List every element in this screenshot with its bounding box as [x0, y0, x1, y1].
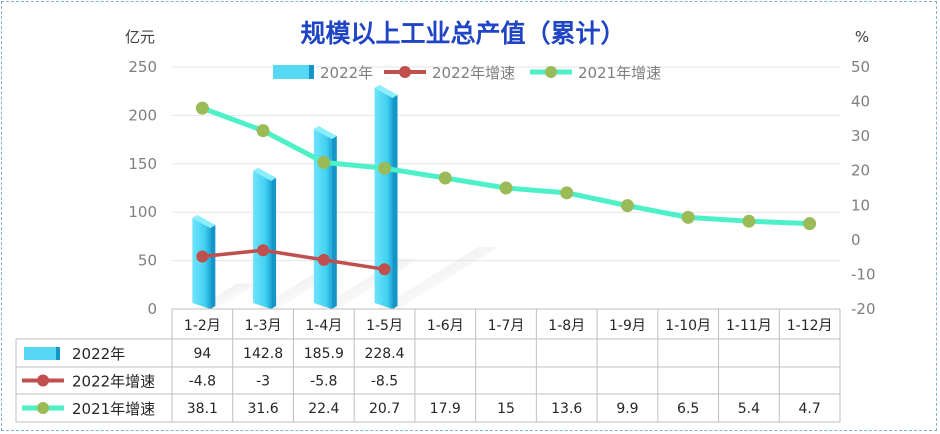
category-label: 1-6月: [427, 318, 464, 334]
series-line: [199, 105, 813, 227]
row-swatch-side: [56, 347, 60, 360]
table-cell: -3: [256, 374, 270, 390]
data-point: [499, 181, 513, 195]
row-marker: [37, 402, 49, 414]
right-axis-ticks: -20 -10 0 10 20 30 40 50: [851, 58, 876, 318]
data-point: [257, 244, 270, 257]
legend-swatch-side: [309, 65, 314, 79]
line-series: [195, 101, 817, 276]
category-label: 1-11月: [726, 318, 772, 334]
category-label: 1-7月: [488, 318, 525, 334]
row-label: 2022年: [72, 345, 125, 363]
table-cell: 9.9: [616, 401, 638, 417]
bar: [253, 170, 272, 309]
bar-side: [271, 177, 277, 309]
category-label: 1-4月: [305, 318, 342, 334]
right-tick-label: 30: [851, 127, 870, 145]
table-cell: 142.8: [243, 346, 283, 362]
data-point: [196, 250, 209, 263]
data-point: [681, 210, 695, 224]
category-label: 1-5月: [366, 318, 403, 334]
bar-top: [374, 84, 398, 98]
table-cell: 15: [497, 401, 515, 417]
right-tick-label: 10: [851, 196, 870, 214]
table-cell: 13.6: [551, 401, 582, 417]
bar-top: [192, 215, 216, 229]
table-cell: -5.8: [310, 374, 337, 390]
bar-series: [192, 84, 398, 309]
bar-side: [210, 225, 216, 309]
legend-label: 2022年: [320, 64, 373, 82]
data-point: [317, 253, 330, 266]
table-cell: -8.5: [371, 374, 398, 390]
table-cell: -4.8: [189, 374, 216, 390]
data-point: [317, 155, 331, 169]
right-tick-label: 40: [851, 93, 870, 111]
data-point: [378, 263, 391, 276]
data-point: [378, 161, 392, 175]
row-marker: [37, 374, 49, 387]
bar: [192, 218, 211, 309]
left-tick-label: 0: [147, 300, 157, 318]
left-tick-label: 50: [138, 252, 157, 270]
series-line: [200, 248, 387, 271]
right-tick-label: 0: [851, 231, 861, 249]
category-label: 1-9月: [609, 318, 646, 334]
table-cell: 94: [193, 346, 211, 362]
table-cell: 4.7: [799, 401, 821, 417]
data-point: [803, 217, 817, 231]
table-cell: 228.4: [364, 346, 404, 362]
data-point: [438, 171, 452, 185]
right-tick-label: 20: [851, 162, 870, 180]
row-label: 2021年增速: [72, 400, 155, 418]
right-tick-label: -10: [851, 265, 876, 283]
category-label: 1-10月: [665, 318, 711, 334]
left-tick-label: 150: [128, 155, 157, 173]
data-point: [560, 186, 574, 200]
left-tick-label: 200: [128, 106, 157, 124]
legend-label: 2021年增速: [578, 64, 661, 82]
right-tick-label: -20: [851, 300, 876, 318]
right-axis-unit: %: [855, 28, 869, 46]
chart-title: 规模以上工业总产值（累计）: [300, 19, 625, 48]
bar-shadow: [378, 247, 499, 309]
table-cell: 17.9: [430, 401, 461, 417]
data-point: [742, 214, 756, 228]
legend-marker: [399, 66, 411, 78]
table-cell: 22.4: [308, 401, 339, 417]
bar: [374, 87, 393, 309]
left-tick-label: 100: [128, 203, 157, 221]
bar-top: [313, 126, 337, 140]
data-table: 1-2月 1-3月 1-4月 1-5月 1-6月 1-7月 1-8月 1-9月 1-10月 1-1…: [15, 308, 841, 423]
left-axis-ticks: 0 50 100 150 200 250: [128, 58, 157, 318]
data-point: [195, 101, 209, 115]
legend-label: 2022年增速: [432, 64, 515, 82]
legend: 2022年 2022年增速 2021年增速: [273, 64, 661, 82]
data-point: [620, 199, 634, 213]
row-swatch: [24, 347, 60, 360]
category-label: 1-2月: [184, 318, 221, 334]
table-cell: 31.6: [248, 401, 279, 417]
bar-top: [253, 167, 277, 181]
right-tick-label: 50: [851, 58, 870, 76]
data-point: [256, 124, 270, 138]
table-cell: 185.9: [304, 346, 344, 362]
left-axis-unit: 亿元: [125, 28, 155, 46]
bar-side: [331, 136, 337, 309]
legend-swatch: [273, 65, 314, 79]
category-label: 1-8月: [548, 318, 585, 334]
category-label: 1-3月: [245, 318, 282, 334]
bar-shadows: [196, 247, 499, 309]
table-cell: 5.4: [738, 401, 760, 417]
row-label: 2022年增速: [72, 373, 155, 391]
table-cell: 6.5: [677, 401, 699, 417]
left-tick-label: 250: [128, 58, 157, 76]
table-cell: 20.7: [369, 401, 400, 417]
table-cell: 38.1: [187, 401, 218, 417]
category-label: 1-12月: [787, 318, 833, 334]
legend-marker: [545, 66, 557, 78]
bar-side: [392, 94, 398, 309]
